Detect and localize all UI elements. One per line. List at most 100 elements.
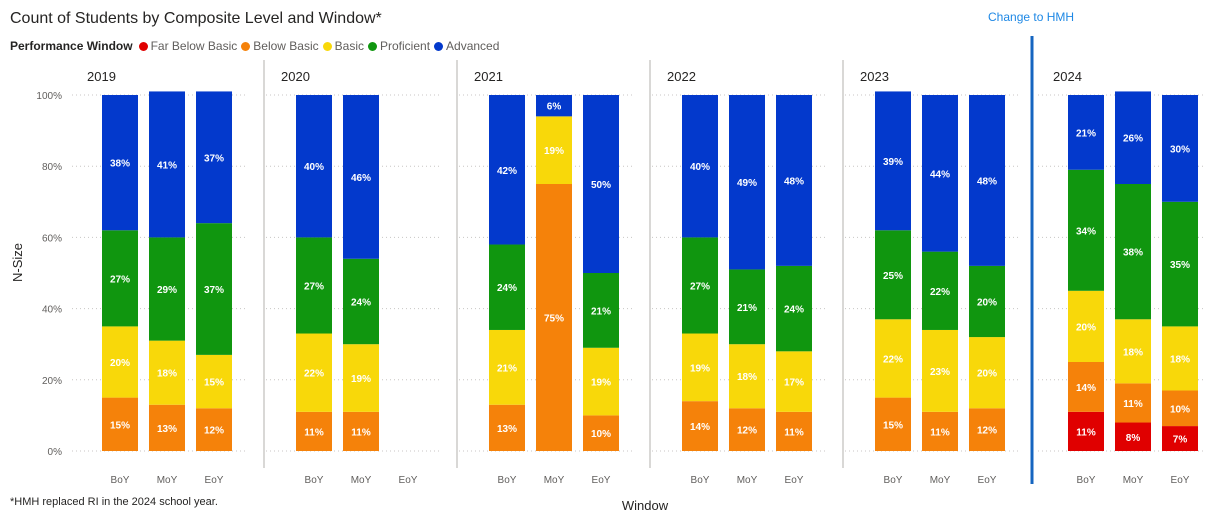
bar-segment-below-basic <box>682 401 718 451</box>
x-axis-title: Window <box>622 498 669 512</box>
bar-segment-proficient <box>922 251 958 330</box>
bar-segment-proficient <box>489 244 525 330</box>
data-label: 6% <box>547 102 562 113</box>
y-tick-label: 40% <box>42 305 62 316</box>
x-tick-label: EoY <box>205 475 224 486</box>
bar-segment-advanced <box>489 95 525 245</box>
data-label: 38% <box>1123 248 1143 259</box>
bar-segment-advanced <box>102 95 138 231</box>
x-tick-label: MoY <box>157 475 178 486</box>
legend-dot-far-below-basic <box>138 41 148 51</box>
bar-segment-below-basic <box>489 404 525 451</box>
bar-segment-basic <box>682 333 718 402</box>
data-label: 21% <box>497 363 517 374</box>
y-axis-title: N-Size <box>10 242 25 282</box>
bar-segment-below-basic <box>296 411 332 451</box>
bar-segment-advanced <box>583 95 619 273</box>
data-label: 11% <box>304 427 324 438</box>
bar-segment-below-basic <box>583 415 619 451</box>
data-label: 15% <box>110 420 130 431</box>
bar-segment-far-below-basic <box>1162 426 1198 451</box>
bar-segment-below-basic <box>922 411 958 451</box>
data-label: 41% <box>157 160 177 171</box>
data-label: 12% <box>737 426 757 437</box>
bar-segment-basic <box>296 333 332 412</box>
legend-label-basic: Basic <box>334 39 364 53</box>
data-label: 27% <box>110 274 130 285</box>
data-label: 19% <box>544 146 564 157</box>
bar-segment-advanced <box>729 95 765 270</box>
data-label: 34% <box>1076 226 1096 237</box>
bar-segment-proficient <box>875 230 911 320</box>
bar-segment-basic <box>776 351 812 412</box>
bar-segment-below-basic <box>536 184 572 451</box>
data-label: 21% <box>737 303 757 314</box>
data-label: 11% <box>351 427 371 438</box>
bar-segment-basic <box>102 326 138 398</box>
data-label: 19% <box>351 374 371 385</box>
x-tick-label: MoY <box>930 475 951 486</box>
bar-segment-basic <box>196 354 232 409</box>
bar-segment-proficient <box>969 265 1005 338</box>
data-label: 42% <box>497 166 517 177</box>
bar-segment-advanced <box>1115 91 1151 184</box>
x-tick-label: EoY <box>592 475 611 486</box>
bar-segment-advanced <box>969 95 1005 266</box>
x-tick-label: MoY <box>1123 475 1144 486</box>
bar-segment-below-basic <box>102 397 138 451</box>
x-tick-label: EoY <box>1171 475 1190 486</box>
bar-segment-basic <box>1068 290 1104 362</box>
data-label: 37% <box>204 153 224 164</box>
bar-segment-below-basic <box>1115 383 1151 423</box>
bar-segment-basic <box>1162 326 1198 391</box>
chart-title: Count of Students by Composite Level and… <box>10 10 382 27</box>
x-tick-label: BoY <box>1077 475 1096 486</box>
panel-year-label: 2024 <box>1053 69 1082 84</box>
bar-segment-advanced <box>149 91 185 238</box>
data-label: 18% <box>157 369 177 380</box>
panel-year-label: 2020 <box>281 69 310 84</box>
bar-segment-proficient <box>583 273 619 348</box>
bar-segment-proficient <box>1115 184 1151 320</box>
legend-item-advanced[interactable]: Advanced <box>434 39 499 53</box>
bar-segment-basic <box>1115 319 1151 384</box>
legend-item-basic[interactable]: Basic <box>322 39 364 53</box>
data-label: 24% <box>784 305 804 316</box>
data-label: 24% <box>497 283 517 294</box>
bar-segment-proficient <box>729 269 765 345</box>
bar-segment-basic <box>536 116 572 184</box>
x-tick-label: EoY <box>785 475 804 486</box>
data-label: 22% <box>304 369 324 380</box>
x-tick-label: BoY <box>305 475 324 486</box>
data-label: 40% <box>304 162 324 173</box>
panel-year-label: 2021 <box>474 69 503 84</box>
bar-segment-proficient <box>1068 169 1104 291</box>
data-label: 18% <box>1123 347 1143 358</box>
legend-item-below-basic[interactable]: Below Basic <box>241 39 319 53</box>
data-label: 17% <box>784 378 804 389</box>
bar-segment-proficient <box>1162 201 1198 327</box>
data-label: 20% <box>110 358 130 369</box>
bar-segment-advanced <box>536 95 572 117</box>
data-label: 19% <box>591 378 611 389</box>
data-label: 24% <box>351 297 371 308</box>
x-tick-label: BoY <box>884 475 903 486</box>
legend-item-proficient[interactable]: Proficient <box>368 39 430 53</box>
data-label: 37% <box>204 285 224 296</box>
data-label: 14% <box>690 422 710 433</box>
data-label: 13% <box>497 424 517 435</box>
x-tick-label: EoY <box>978 475 997 486</box>
legend-item-far-below-basic[interactable]: Far Below Basic <box>138 39 237 53</box>
data-label: 7% <box>1173 435 1188 446</box>
data-label: 21% <box>1076 128 1096 139</box>
bar-segment-proficient <box>682 237 718 334</box>
bar-segment-proficient <box>196 223 232 355</box>
bar-segment-far-below-basic <box>1068 411 1104 451</box>
data-label: 49% <box>737 178 757 189</box>
change-to-hmh-link[interactable]: Change to HMH <box>988 10 1075 24</box>
bar-segment-proficient <box>102 230 138 327</box>
bar-segment-advanced <box>1162 95 1198 202</box>
data-label: 23% <box>930 367 950 378</box>
data-label: 11% <box>784 427 804 438</box>
